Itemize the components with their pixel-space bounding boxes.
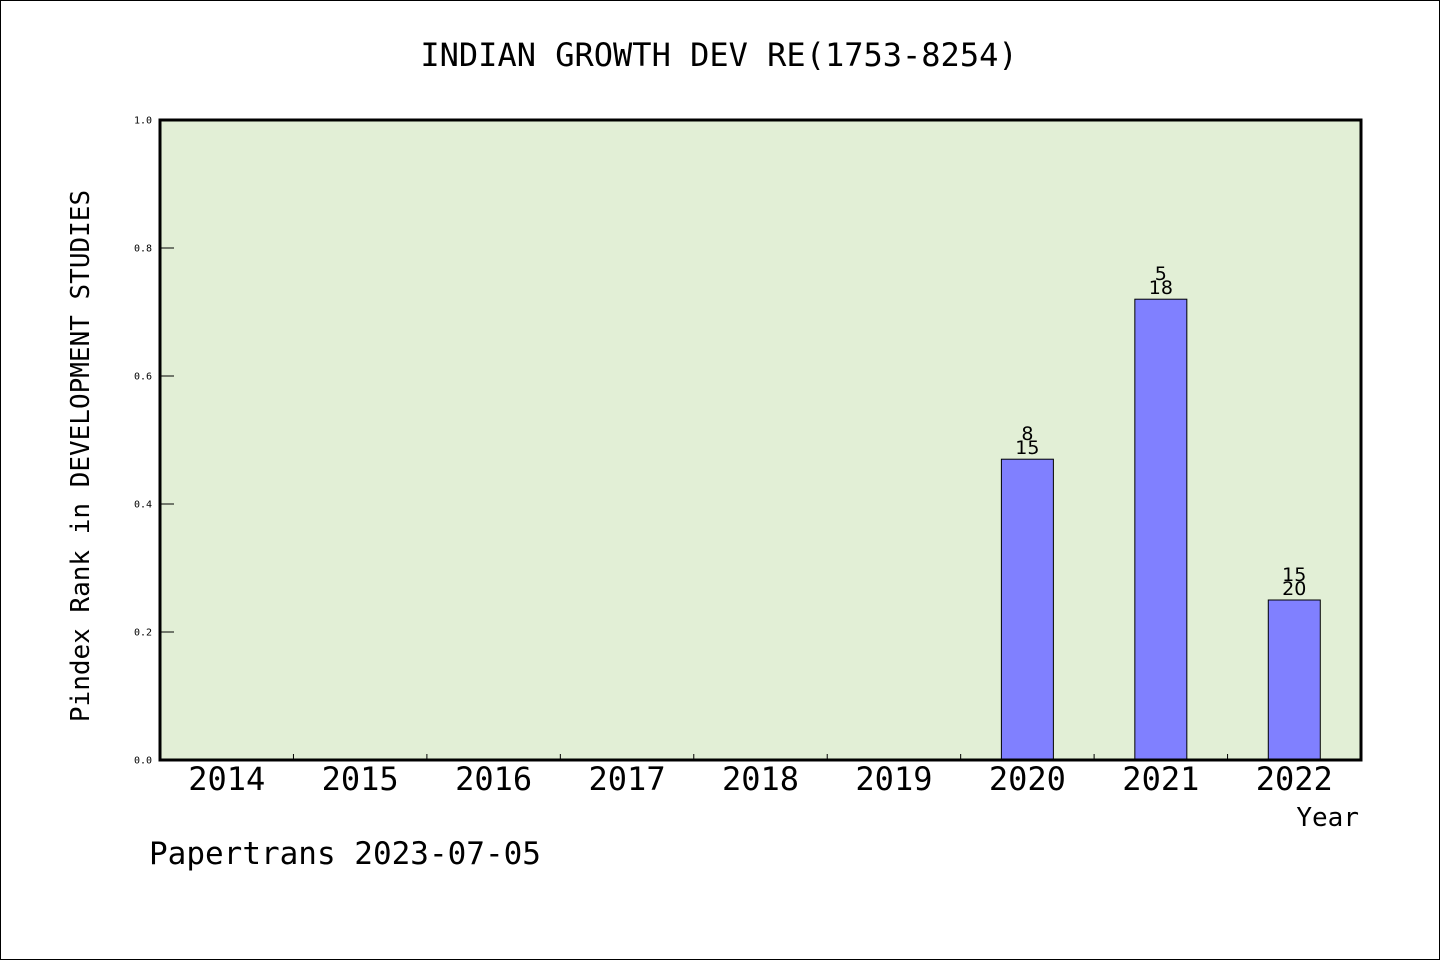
bars-group <box>1000 298 1321 761</box>
y-axis-label: Pindex Rank in DEVELOPMENT STUDIES <box>66 190 96 722</box>
x-tick-label: 2021 <box>1122 760 1199 798</box>
y-tick-label: 0.2 <box>134 628 152 639</box>
y-tick-label: 0.6 <box>134 372 152 383</box>
bar <box>1000 458 1054 761</box>
x-tick-label: 2017 <box>589 760 666 798</box>
plot-border <box>158 118 1363 762</box>
x-tick-label: 2022 <box>1256 760 1333 798</box>
bar-label-top: 15 <box>1282 564 1306 586</box>
y-tick-label: 0.8 <box>134 244 152 255</box>
bar-label-bottom: 20 <box>1282 578 1306 600</box>
chart-title: INDIAN GROWTH DEV RE(1753-8254) <box>420 36 1017 74</box>
footer-text: Papertrans 2023-07-05 <box>149 836 541 872</box>
bar <box>1134 298 1188 761</box>
y-tick-label: 0.0 <box>134 756 152 767</box>
x-tick-label: 2018 <box>722 760 799 798</box>
y-tick-label: 1.0 <box>134 116 152 127</box>
y-tick-label: 0.4 <box>134 500 152 511</box>
x-axis-ticks: 2014 2015 2016 2017 2018 2019 2020 2021 2022 <box>188 754 1333 798</box>
x-tick-label: 2015 <box>322 760 399 798</box>
bar-label-top: 5 <box>1155 263 1167 285</box>
bar-label-top: 8 <box>1021 423 1033 445</box>
x-tick-label: 2016 <box>455 760 532 798</box>
bar-label-bottom: 15 <box>1015 437 1039 459</box>
x-tick-label: 2019 <box>855 760 932 798</box>
x-tick-label: 2014 <box>188 760 265 798</box>
bar <box>1267 599 1321 761</box>
x-tick-label: 2020 <box>989 760 1066 798</box>
bar-label-bottom: 18 <box>1149 277 1173 299</box>
x-axis-label: Year <box>1296 803 1359 833</box>
